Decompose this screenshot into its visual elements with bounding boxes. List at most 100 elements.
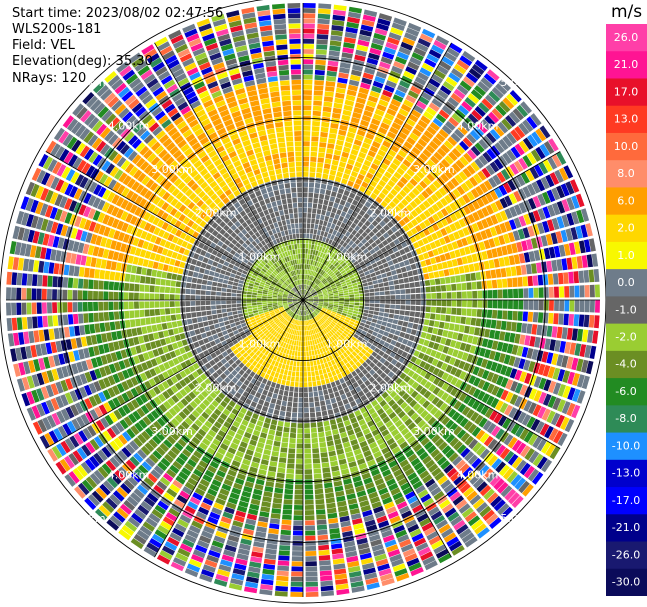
velocity-gate [304,504,314,510]
velocity-gate [467,300,472,308]
velocity-gate [243,337,249,343]
velocity-gate [287,316,291,321]
velocity-gate [420,115,431,125]
velocity-gate [242,358,248,365]
velocity-gate [491,248,498,258]
velocity-gate [311,324,314,330]
velocity-gate [26,375,35,389]
velocity-gate [259,589,273,596]
velocity-gate [308,192,314,198]
velocity-gate [303,305,305,311]
velocity-gate [481,207,490,217]
velocity-gate [209,324,215,331]
velocity-gate [134,508,147,520]
velocity-gate [320,269,324,275]
velocity-gate [375,296,380,300]
velocity-gate [376,23,389,31]
velocity-gate [494,187,503,198]
velocity-gate [574,300,580,312]
velocity-gate [367,459,376,467]
velocity-gate [276,472,285,479]
velocity-gate [340,520,351,528]
velocity-gate [388,399,396,407]
velocity-gate [388,313,394,319]
velocity-gate [414,416,423,425]
velocity-gate [303,161,309,167]
velocity-gate [389,328,396,334]
velocity-gate [258,309,263,312]
velocity-gate [362,14,376,22]
velocity-gate [324,215,330,222]
velocity-gate [514,369,523,381]
velocity-gate [377,149,387,157]
velocity-gate [368,376,375,383]
velocity-gate [500,268,507,278]
velocity-gate [282,509,292,515]
velocity-gate [46,415,57,428]
velocity-gate [277,340,282,346]
velocity-gate [403,277,409,283]
velocity-gate [551,154,562,168]
velocity-gate [397,320,404,326]
velocity-gate [364,351,371,358]
velocity-gate [271,323,277,328]
velocity-gate [389,162,399,171]
velocity-gate [195,544,208,554]
velocity-gate [526,323,533,334]
velocity-gate [293,340,297,346]
velocity-gate [431,358,439,367]
velocity-gate [364,379,371,387]
velocity-gate [563,165,574,179]
velocity-gate [478,139,489,150]
velocity-gate [417,71,429,82]
velocity-gate [283,504,293,510]
velocity-gate [354,291,359,295]
velocity-gate [566,197,575,211]
velocity-gate [568,242,576,255]
velocity-gate [445,395,454,404]
velocity-gate [107,399,117,411]
velocity-gate [573,271,579,284]
velocity-gate [477,527,490,539]
velocity-gate [387,549,401,558]
velocity-gate [170,418,180,427]
velocity-gate [327,507,337,514]
velocity-gate [384,286,390,291]
velocity-gate [110,424,121,436]
velocity-gate [304,325,307,331]
velocity-gate [123,358,131,368]
velocity-gate [101,446,112,458]
velocity-gate [361,339,368,345]
velocity-gate [354,54,366,62]
velocity-gate [483,180,493,191]
velocity-gate [347,180,354,187]
velocity-gate [454,174,464,184]
velocity-gate [551,326,558,338]
velocity-gate [382,317,389,322]
velocity-gate [223,421,232,429]
velocity-gate [475,272,482,281]
velocity-gate [292,345,296,351]
velocity-gate [294,387,299,392]
velocity-gate [390,209,398,217]
velocity-gate [373,327,380,333]
velocity-gate [184,481,196,491]
velocity-gate [279,307,284,311]
velocity-gate [348,412,356,420]
velocity-gate [382,158,391,166]
velocity-gate [157,525,170,535]
velocity-gate [535,128,547,142]
velocity-gate [421,190,430,199]
velocity-gate [303,372,307,377]
velocity-gate [296,309,300,315]
velocity-gate [339,267,345,273]
velocity-gate [491,425,501,437]
velocity-gate [285,343,289,349]
velocity-gate [251,493,262,501]
velocity-gate [380,492,391,500]
velocity-gate [347,312,353,316]
velocity-gate [387,221,394,228]
velocity-gate [368,268,375,274]
velocity-gate [453,267,460,275]
velocity-gate [308,297,314,300]
